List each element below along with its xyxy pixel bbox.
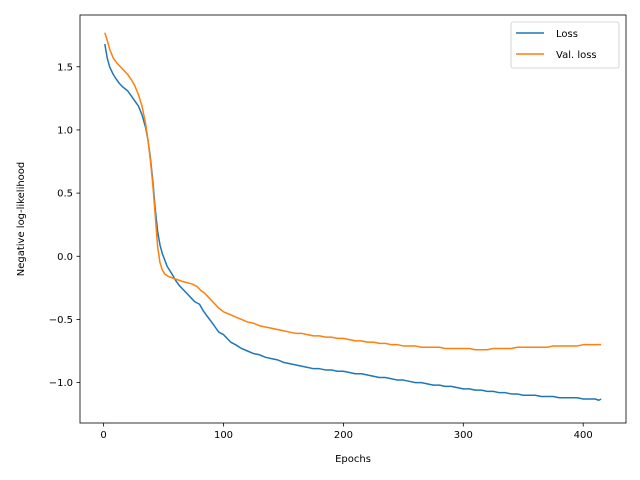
y-axis-ticks: −1.0 −0.5 0.0 0.5 1.0 1.5	[49, 62, 80, 389]
y-tick-label: −1.0	[49, 378, 73, 389]
x-tick-label: 400	[574, 430, 593, 441]
axes-frame	[79, 14, 627, 424]
legend: Loss Val. loss	[510, 21, 620, 69]
x-axis-label: Epochs	[335, 454, 371, 465]
series-line-val-loss	[104, 32, 602, 351]
x-tick-label: 100	[214, 430, 233, 441]
x-tick-label: 300	[454, 430, 473, 441]
y-tick-label: 1.0	[57, 125, 73, 136]
legend-label-val-loss: Val. loss	[556, 50, 597, 61]
legend-label-loss: Loss	[556, 29, 578, 40]
x-tick-label: 200	[334, 430, 353, 441]
y-tick-label: 0.0	[57, 252, 73, 263]
y-tick-label: 1.5	[57, 62, 73, 73]
plot-lines	[104, 32, 602, 402]
x-axis-ticks: 0 100 200 300 400	[100, 423, 593, 441]
y-tick-label: 0.5	[57, 189, 73, 200]
series-line-loss	[104, 43, 602, 402]
y-axis-label: Negative log-likelihood	[16, 162, 27, 277]
x-tick-label: 0	[100, 430, 106, 441]
y-tick-label: −0.5	[49, 315, 73, 326]
